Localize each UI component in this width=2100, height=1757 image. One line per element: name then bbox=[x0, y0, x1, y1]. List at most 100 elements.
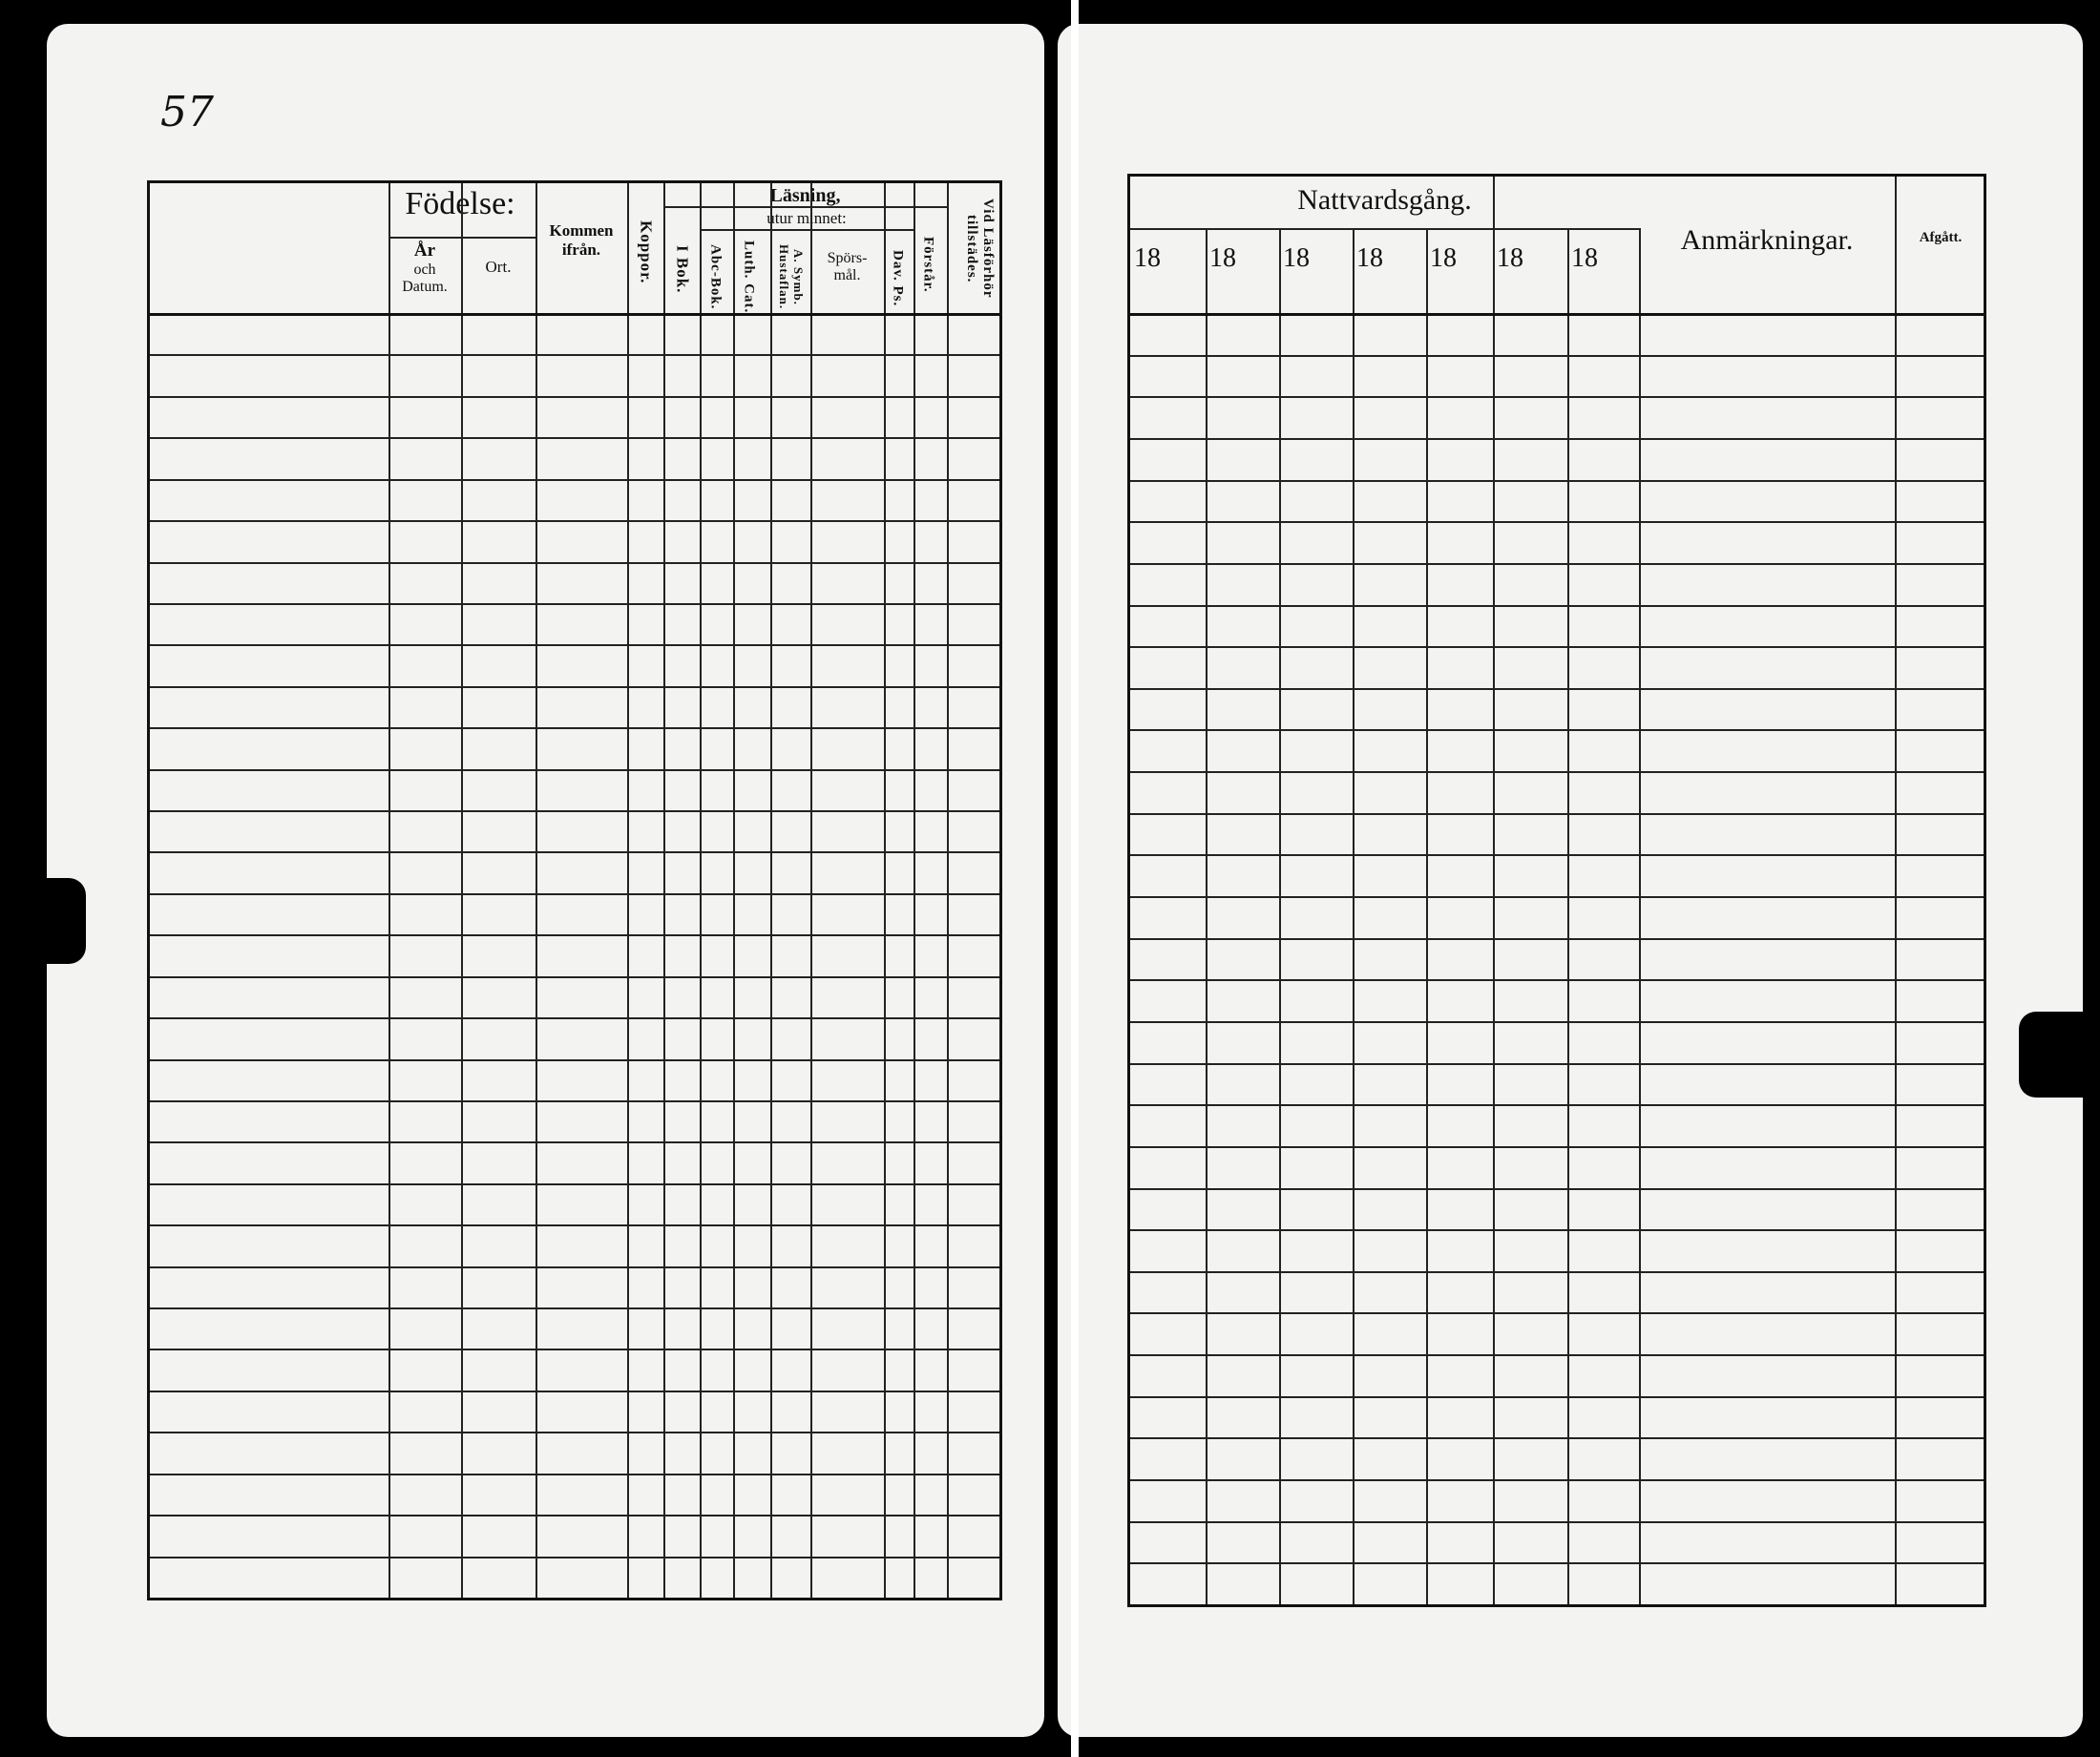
row-rule bbox=[150, 644, 999, 647]
row-rule bbox=[1130, 521, 1984, 524]
row-rule bbox=[1130, 646, 1984, 649]
row-rule bbox=[150, 934, 999, 937]
header-afgatt: Afgått. bbox=[1919, 230, 1963, 245]
row-rule bbox=[1130, 1312, 1984, 1315]
row-rule bbox=[663, 206, 947, 208]
row-rule bbox=[150, 892, 999, 895]
row-rule bbox=[1130, 1104, 1984, 1107]
row-rule bbox=[150, 1224, 999, 1227]
row-rule bbox=[150, 520, 999, 523]
row-rule bbox=[150, 1017, 999, 1020]
row-rule bbox=[1130, 979, 1984, 982]
header-kommen-ifran: Kommen ifrån. bbox=[549, 221, 614, 259]
row-rule bbox=[1130, 604, 1984, 607]
header-luth-cat: Luth. Cat. bbox=[741, 240, 757, 314]
row-rule bbox=[150, 1432, 999, 1434]
row-rule bbox=[1130, 1062, 1984, 1065]
row-rule bbox=[150, 395, 999, 398]
column-rule bbox=[1206, 228, 1208, 1604]
header-koppor: Koppor. bbox=[637, 220, 656, 284]
header-dav-ps: Dav. Ps. bbox=[890, 250, 906, 307]
row-rule bbox=[1130, 1229, 1984, 1232]
header-vid-lasforhor: Vid Läsförhör tillstädes. bbox=[963, 199, 996, 299]
row-rule bbox=[150, 313, 999, 316]
year-prefix: 18 bbox=[1209, 243, 1236, 273]
row-rule bbox=[1130, 1020, 1984, 1023]
row-rule bbox=[150, 354, 999, 357]
column-rule bbox=[770, 183, 772, 1598]
column-rule bbox=[1493, 228, 1495, 1604]
year-prefix: 18 bbox=[1283, 243, 1310, 273]
row-rule bbox=[1130, 896, 1984, 899]
column-rule bbox=[733, 183, 735, 1598]
row-rule bbox=[1130, 1562, 1984, 1565]
column-rule bbox=[461, 183, 463, 1598]
row-rule bbox=[1130, 313, 1984, 316]
column-rule bbox=[1567, 228, 1569, 1604]
row-rule bbox=[1130, 354, 1984, 357]
row-rule bbox=[1130, 437, 1984, 440]
column-rule bbox=[947, 183, 949, 1598]
row-rule bbox=[150, 685, 999, 688]
year-prefix: 18 bbox=[1356, 243, 1383, 273]
header-anmarkningar: Anmärkningar. bbox=[1680, 224, 1854, 256]
row-rule bbox=[1130, 729, 1984, 732]
column-rule bbox=[700, 183, 702, 1598]
row-rule bbox=[1130, 479, 1984, 482]
header-forstar: Förstår. bbox=[920, 236, 936, 293]
column-rule bbox=[663, 183, 665, 1598]
row-rule bbox=[1130, 1187, 1984, 1190]
column-rule bbox=[388, 183, 390, 1598]
header-fodelse: Födelse: bbox=[405, 186, 515, 221]
year-prefix: 18 bbox=[1430, 243, 1457, 273]
row-rule bbox=[1130, 562, 1984, 565]
row-rule bbox=[150, 1349, 999, 1351]
book-spine bbox=[1071, 0, 1079, 1757]
row-rule bbox=[1130, 812, 1984, 815]
header-utur-minnet: utur minnet: bbox=[766, 209, 847, 227]
row-rule bbox=[150, 561, 999, 564]
header-i-bok: I Bok. bbox=[673, 244, 692, 294]
row-rule bbox=[150, 1515, 999, 1517]
header-sporsmal: Spörs- mål. bbox=[827, 250, 868, 284]
column-rule bbox=[1279, 228, 1281, 1604]
row-rule bbox=[150, 437, 999, 440]
row-rule bbox=[1130, 1354, 1984, 1357]
row-rule bbox=[150, 810, 999, 813]
column-rule bbox=[810, 183, 812, 1598]
column-rule bbox=[1426, 228, 1428, 1604]
row-rule bbox=[150, 975, 999, 978]
row-rule bbox=[150, 1390, 999, 1392]
row-rule bbox=[150, 1556, 999, 1558]
row-rule bbox=[1130, 1270, 1984, 1273]
left-page bbox=[47, 24, 1044, 1737]
header-ar-och-datum: År och Datum. bbox=[402, 241, 448, 296]
right-page bbox=[1058, 24, 2083, 1737]
row-rule bbox=[1130, 228, 1639, 230]
column-rule bbox=[1895, 177, 1897, 1604]
register-table-right: Nattvardsgång. Anmärkningar. Afgått. 18 1… bbox=[1127, 174, 1986, 1607]
row-rule bbox=[1130, 1437, 1984, 1440]
row-rule bbox=[388, 237, 536, 239]
page-number: 57 bbox=[160, 88, 214, 136]
row-rule bbox=[1130, 1479, 1984, 1482]
row-rule bbox=[1130, 937, 1984, 940]
row-rule bbox=[150, 768, 999, 771]
column-rule bbox=[884, 183, 886, 1598]
row-rule bbox=[1130, 1520, 1984, 1523]
row-rule bbox=[150, 1099, 999, 1102]
header-nattvardsgang: Nattvardsgång. bbox=[1297, 184, 1472, 216]
row-rule bbox=[150, 1141, 999, 1144]
row-rule bbox=[1130, 771, 1984, 774]
year-prefix: 18 bbox=[1571, 243, 1598, 273]
row-rule bbox=[1130, 396, 1984, 399]
header-lasning: Läsning, bbox=[769, 185, 841, 206]
row-rule bbox=[150, 851, 999, 854]
row-rule bbox=[150, 1265, 999, 1268]
column-rule bbox=[1639, 228, 1641, 1604]
row-rule bbox=[150, 1058, 999, 1061]
row-rule bbox=[700, 229, 914, 231]
column-rule bbox=[1493, 177, 1495, 228]
column-rule bbox=[627, 183, 629, 1598]
year-prefix: 18 bbox=[1134, 243, 1161, 273]
